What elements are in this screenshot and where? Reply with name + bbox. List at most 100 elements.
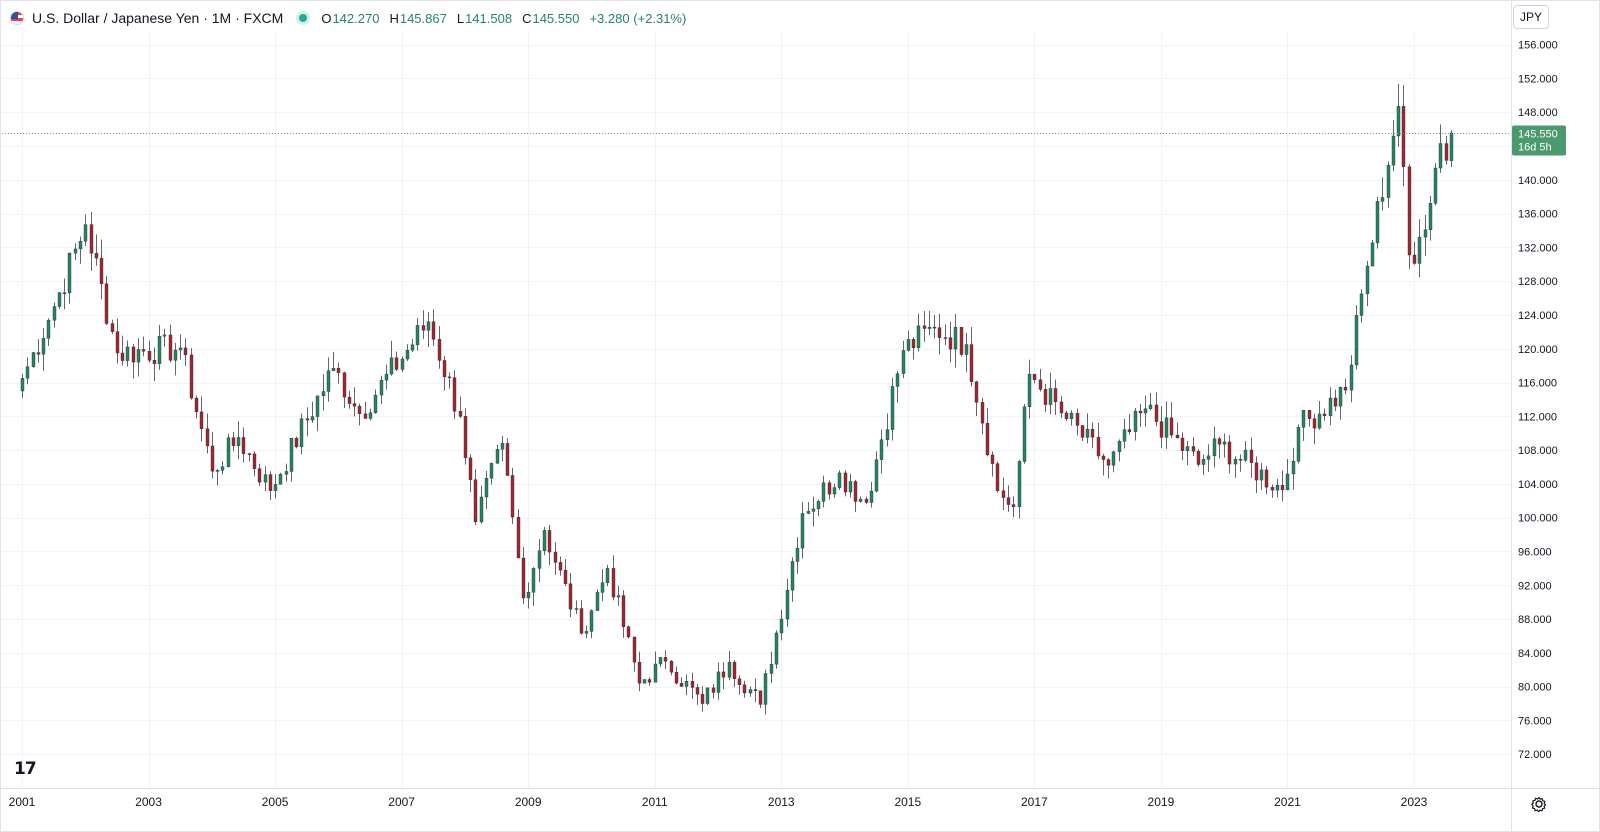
candle bbox=[632, 636, 637, 672]
candle-body bbox=[621, 595, 626, 627]
candle-body bbox=[468, 457, 473, 480]
tradingview-logo-icon[interactable]: 17 bbox=[14, 759, 37, 779]
candle-body bbox=[46, 320, 51, 339]
candle bbox=[758, 690, 763, 709]
candle bbox=[605, 564, 610, 587]
candle bbox=[336, 362, 341, 384]
candle-body bbox=[1122, 429, 1127, 442]
candle-body bbox=[342, 372, 347, 398]
candle-body bbox=[147, 351, 152, 361]
y-tick-label: 156.000 bbox=[1518, 40, 1558, 52]
candle-body bbox=[753, 689, 758, 691]
candle bbox=[20, 373, 25, 399]
candle-body bbox=[653, 663, 658, 683]
candle-body bbox=[1032, 373, 1037, 380]
candle-body bbox=[1001, 490, 1006, 498]
candle-body bbox=[800, 513, 805, 549]
candle-body bbox=[1423, 229, 1428, 238]
candle bbox=[62, 278, 67, 310]
candle-body bbox=[674, 672, 679, 684]
candle bbox=[953, 314, 958, 368]
candle bbox=[1328, 387, 1333, 426]
candle-body bbox=[89, 224, 94, 254]
candle bbox=[1206, 444, 1211, 472]
candle bbox=[1317, 401, 1322, 430]
candle-body bbox=[732, 661, 737, 680]
candle bbox=[1449, 130, 1454, 168]
candle-body bbox=[1322, 413, 1327, 416]
candle-body bbox=[152, 360, 157, 364]
candle bbox=[278, 472, 283, 485]
candle bbox=[489, 462, 494, 485]
candle-body bbox=[120, 352, 125, 361]
candle-body bbox=[574, 608, 579, 610]
candle bbox=[531, 567, 536, 607]
candle-body bbox=[273, 484, 278, 491]
candle-body bbox=[647, 679, 652, 683]
candle bbox=[1159, 406, 1164, 449]
candle bbox=[1333, 389, 1338, 411]
candle-body bbox=[94, 253, 99, 259]
candle bbox=[263, 466, 268, 492]
candle bbox=[131, 344, 136, 379]
candle-body bbox=[1006, 497, 1011, 505]
candle bbox=[321, 374, 326, 411]
candle bbox=[1301, 409, 1306, 441]
candle-body bbox=[1249, 449, 1254, 463]
candle-body bbox=[774, 632, 779, 665]
candle bbox=[510, 467, 515, 524]
candle-body bbox=[394, 357, 399, 370]
y-tick-label: 112.000 bbox=[1518, 411, 1557, 423]
candle bbox=[721, 662, 726, 690]
candle bbox=[110, 319, 115, 335]
x-tick-label: 2005 bbox=[262, 795, 289, 809]
candle bbox=[1027, 359, 1032, 419]
candle-body bbox=[811, 508, 816, 512]
candle bbox=[447, 372, 452, 389]
candle-body bbox=[595, 592, 600, 611]
candle bbox=[437, 326, 442, 369]
candle-body bbox=[864, 498, 869, 503]
candle bbox=[1233, 456, 1238, 478]
candle bbox=[384, 364, 389, 390]
candle bbox=[1069, 410, 1074, 426]
candle-body bbox=[1238, 458, 1243, 461]
candle-body bbox=[1180, 437, 1185, 451]
candle bbox=[990, 451, 995, 477]
candle bbox=[199, 396, 204, 442]
candle bbox=[611, 555, 616, 601]
candle bbox=[537, 539, 542, 582]
candle-body bbox=[837, 472, 842, 488]
symbol-title[interactable]: U.S. Dollar / Japanese Yen · 1M · FXCM bbox=[32, 10, 284, 26]
candle-body bbox=[858, 498, 863, 502]
candle bbox=[1180, 432, 1185, 461]
gear-icon[interactable] bbox=[1529, 794, 1549, 814]
candle bbox=[1386, 161, 1391, 208]
ohlc-open: O 142.270 bbox=[321, 10, 380, 26]
candle bbox=[1133, 407, 1138, 441]
candle bbox=[394, 351, 399, 371]
candle bbox=[231, 431, 236, 452]
candle-body bbox=[626, 626, 631, 638]
candle bbox=[183, 338, 188, 366]
candle bbox=[827, 480, 832, 500]
candle bbox=[305, 407, 310, 437]
candle-body bbox=[711, 687, 716, 693]
candle bbox=[415, 317, 420, 351]
candle bbox=[589, 609, 594, 639]
candle bbox=[663, 650, 668, 670]
candle-body bbox=[1449, 132, 1454, 161]
candle-body bbox=[347, 396, 352, 404]
candle bbox=[1249, 437, 1254, 478]
candle bbox=[795, 537, 800, 574]
candle-body bbox=[1275, 485, 1280, 491]
market-status-icon[interactable] bbox=[299, 14, 308, 22]
candle bbox=[837, 470, 842, 490]
candle-body bbox=[226, 437, 231, 467]
candle-body bbox=[516, 516, 521, 559]
candle-body bbox=[806, 511, 811, 514]
candle bbox=[1407, 164, 1412, 270]
currency-button[interactable]: JPY bbox=[1513, 5, 1549, 29]
candle-body bbox=[99, 257, 104, 284]
